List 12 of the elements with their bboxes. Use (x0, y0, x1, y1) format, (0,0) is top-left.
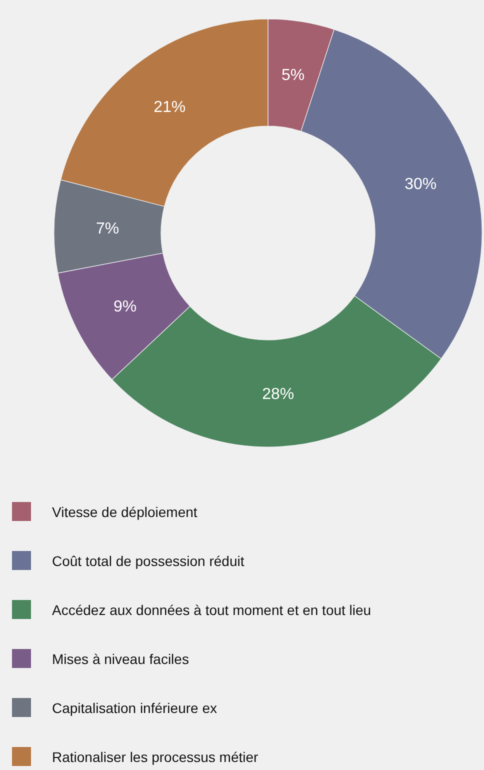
legend-label: Rationaliser les processus métier (52, 748, 259, 765)
data-label: 21% (154, 98, 186, 116)
legend-label: Capitalisation inférieure ex (52, 700, 217, 716)
legend-label: Mises à niveau faciles (52, 650, 189, 667)
legend-label: Coût total de possession réduit (52, 552, 244, 569)
data-label: 28% (262, 386, 294, 403)
legend-label: Accédez aux données à tout moment et en tout lieu (52, 602, 372, 618)
data-label: 30% (404, 176, 437, 194)
legend-label: Vitesse de déploiement (52, 504, 198, 520)
data-label: 5% (282, 67, 305, 84)
data-label: 7% (96, 220, 120, 238)
data-label: 9% (113, 298, 137, 316)
